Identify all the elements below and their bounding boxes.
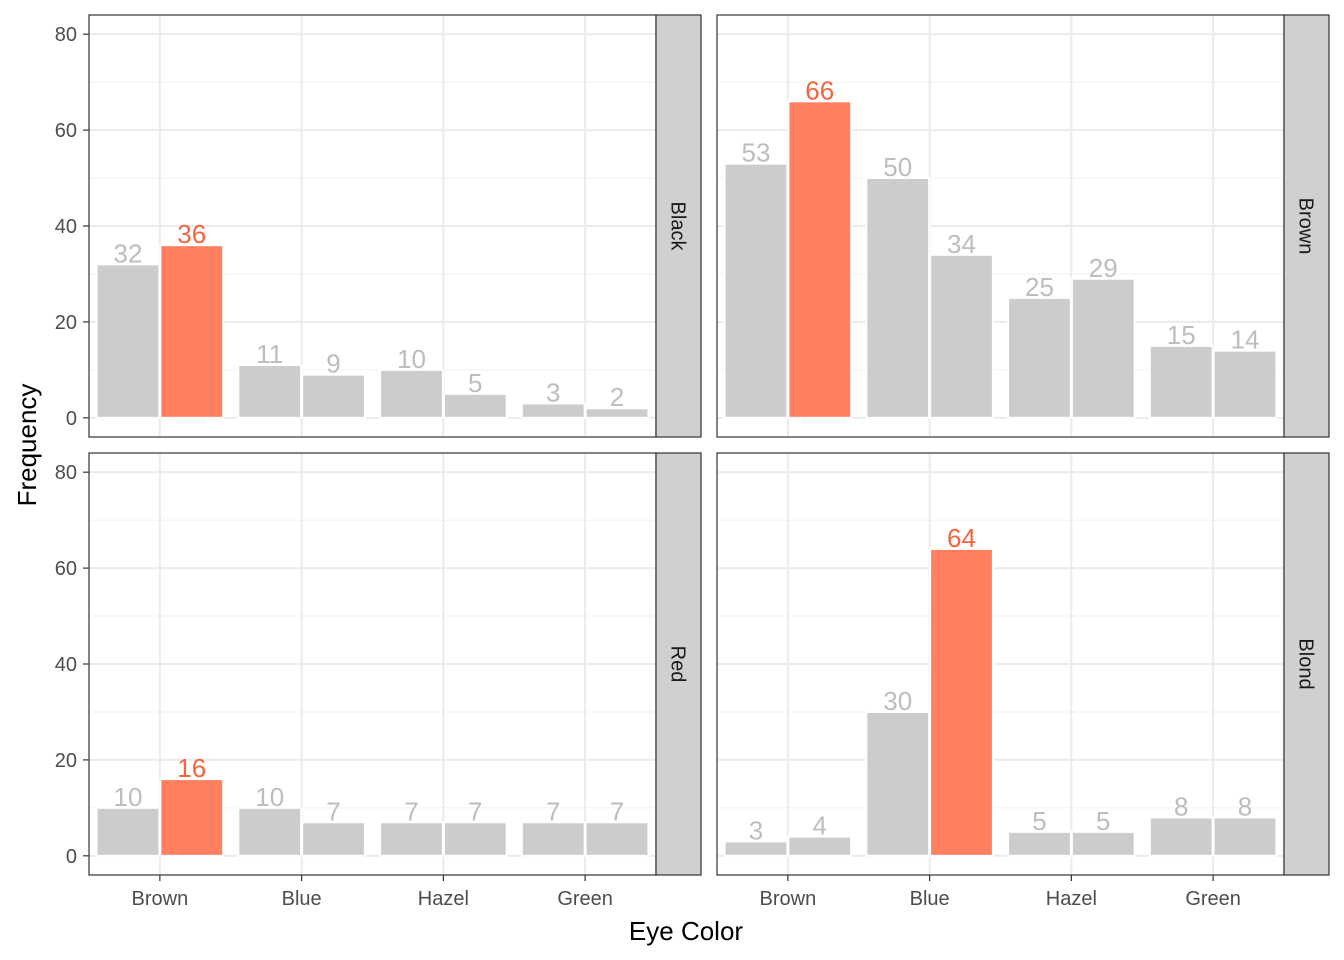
y-tick-label: 20 [55,750,77,772]
bar-green-1 [1148,344,1214,419]
strip-label-black: Black [667,202,689,252]
strip-background [1283,14,1330,438]
data-label: 7 [546,796,560,826]
strip-label-blond: Blond [1295,638,1317,689]
x-tick-label: Brown [760,888,817,910]
bar-blue-1 [865,710,931,857]
data-label: 5 [1096,806,1110,836]
bar-hazel-2 [1070,277,1136,419]
data-label: 10 [397,344,426,374]
x-tick-label: Green [557,888,613,910]
data-label: 10 [114,782,143,812]
data-label: 7 [326,796,340,826]
bar-blue-1 [237,364,303,419]
data-label: 3 [546,377,560,407]
data-label: 8 [1174,791,1188,821]
bar-blue-2 [301,373,366,419]
x-tick-label: Hazel [418,888,469,910]
bar-hazel-1 [1007,296,1072,419]
bar-brown-2 [787,100,853,419]
data-label: 7 [404,796,418,826]
bar-brown-2 [159,778,225,857]
y-tick-label: 40 [55,654,77,676]
data-label: 36 [177,219,206,249]
strip-label-red: Red [667,646,689,683]
data-label: 16 [177,753,206,783]
bar-hazel-2 [442,392,508,419]
bar-blue-2 [929,253,994,419]
data-label: 30 [883,686,912,716]
x-axis-title: Eye Color [629,916,743,946]
strip-background [655,14,702,438]
bar-green-1 [1148,816,1214,857]
y-tick-label: 0 [66,846,77,868]
bar-hazel-1 [379,821,444,857]
strip-background [1283,452,1330,876]
bar-blue-2 [929,547,994,857]
data-label: 5 [1032,806,1046,836]
data-label: 10 [255,782,284,812]
bar-green-1 [520,821,586,857]
data-label: 11 [256,339,283,369]
data-label: 64 [947,523,976,553]
data-label: 3 [749,815,763,845]
bar-blue-1 [865,177,931,419]
data-label: 50 [883,152,912,182]
bar-hazel-2 [1070,830,1136,857]
bar-hazel-2 [442,821,508,857]
data-label: 66 [805,75,834,105]
x-tick-label: Hazel [1046,888,1097,910]
bar-green-2 [584,407,650,419]
strip-background [655,452,702,876]
y-tick-label: 40 [55,216,77,238]
panel-red: 10 16 10 7 7 7 7 7 Red 0 20 40 60 80 Brown Blue Hazel Gre… [55,452,702,910]
data-label: 14 [1231,325,1260,355]
x-tick-label: Brown [132,888,189,910]
bar-brown-1 [723,162,789,419]
data-label: 34 [947,229,976,259]
bar-green-2 [584,821,650,857]
y-tick-label: 60 [55,120,77,142]
data-label: 7 [610,796,624,826]
bar-brown-2 [787,835,853,857]
bar-green-2 [1212,349,1278,419]
bar-hazel-1 [1007,830,1072,857]
data-label: 25 [1025,272,1054,302]
y-tick-label: 80 [55,462,77,484]
y-tick-label: 80 [55,24,77,46]
y-tick-label: 60 [55,558,77,580]
y-axis-title: Frequency [12,384,42,507]
strip-label-brown: Brown [1295,198,1317,255]
data-label: 9 [326,349,340,379]
y-tick-label: 20 [55,312,77,334]
data-label: 32 [114,238,143,268]
bar-brown-1 [95,806,161,857]
data-label: 7 [468,796,482,826]
bar-blue-2 [301,821,366,857]
data-label: 53 [742,138,771,168]
data-label: 4 [813,811,827,841]
bar-hazel-1 [379,368,444,419]
y-tick-label: 0 [66,408,77,430]
x-tick-label: Green [1185,888,1241,910]
panel-blond: 3 4 30 64 5 5 8 8 Blond Brown Blue Hazel Green [716,452,1330,910]
data-label: 2 [610,382,624,412]
bar-blue-1 [237,806,303,857]
x-tick-label: Blue [282,888,322,910]
bar-green-2 [1212,816,1278,857]
bar-brown-2 [159,244,225,419]
data-label: 29 [1089,253,1118,283]
data-label: 8 [1238,791,1252,821]
x-tick-label: Blue [910,888,950,910]
panel-brown: 53 66 50 34 25 29 15 14 Brown [716,14,1330,438]
bar-brown-1 [95,263,161,419]
data-label: 15 [1167,320,1196,350]
data-label: 5 [468,368,482,398]
